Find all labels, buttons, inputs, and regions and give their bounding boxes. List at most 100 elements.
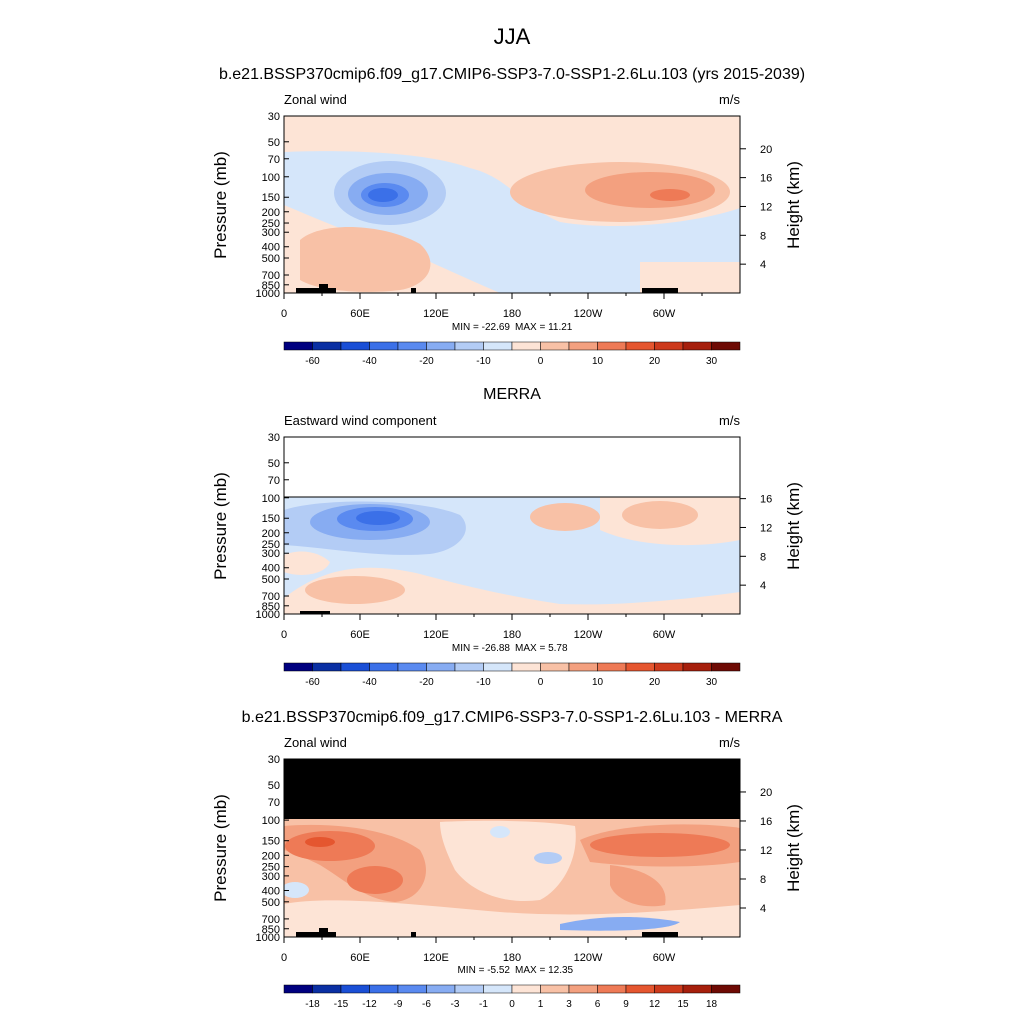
- colorbar-box: [454, 984, 484, 994]
- y-tick-label: 400: [262, 563, 280, 575]
- y-tick-label: 30: [268, 754, 280, 766]
- colorbar-label: 0: [509, 999, 515, 1010]
- min-stat: MIN = -22.69: [452, 322, 511, 333]
- colorbar-box: [397, 662, 427, 672]
- colorbar-box: [426, 984, 456, 994]
- land-mask: [296, 928, 678, 937]
- x-tick-label: 120E: [423, 629, 449, 641]
- easterly-min: [356, 511, 400, 525]
- y2-tick-label: 16: [760, 816, 772, 828]
- y-tick-label: 500: [262, 574, 280, 586]
- y-tick-label: 700: [262, 591, 280, 603]
- eastward-shading: [300, 226, 431, 292]
- colorbar-label: 12: [649, 999, 661, 1010]
- colorbar-box: [454, 341, 484, 351]
- variable-label: Zonal wind: [284, 735, 347, 750]
- bottom-axis: 0 60E 120E 180 120W 60W: [281, 937, 703, 964]
- missing-data-mask: [284, 759, 740, 819]
- westerly-max: [650, 189, 690, 201]
- bottom-axis: 0 60E 120E 180 120W 60W: [281, 293, 703, 320]
- colorbar-label: 0: [538, 677, 544, 688]
- max-stat: MAX = 5.78: [515, 643, 568, 654]
- land-mask: [296, 284, 678, 293]
- min-stat: MIN = -5.52: [457, 965, 510, 976]
- colorbar-box: [483, 341, 513, 351]
- x-tick-label: 60W: [653, 308, 676, 320]
- colorbar-box: [568, 341, 598, 351]
- colorbar-box: [483, 662, 513, 672]
- westerly-contour: [622, 501, 698, 529]
- y-tick-label: 200: [262, 207, 280, 219]
- x-tick-label: 120W: [574, 308, 603, 320]
- colorbar-label: 18: [706, 999, 718, 1010]
- colorbar-label: -10: [476, 356, 491, 367]
- colorbar-label: 3: [566, 999, 572, 1010]
- y-tick-label: 850: [262, 601, 280, 613]
- x-tick-label: 180: [503, 952, 521, 964]
- weak-difference: [440, 820, 576, 901]
- land-mask: [300, 611, 330, 614]
- westerly-shading: [284, 551, 330, 575]
- y2-tick-label: 4: [760, 259, 766, 271]
- y-tick-label: 70: [268, 154, 280, 166]
- contour-field: [284, 116, 740, 293]
- panel-title: b.e21.BSSP370cmip6.f09_g17.CMIP6-SSP3-7.…: [242, 709, 783, 726]
- y2-axis-title: Height (km): [784, 804, 803, 892]
- colorbar-label: -15: [334, 999, 349, 1010]
- y-tick-label: 150: [262, 192, 280, 204]
- colorbar-box: [511, 662, 541, 672]
- colorbar-box: [597, 662, 627, 672]
- colorbar: -18 -15 -12 -9 -6 -3 -1 0 1 3 6 9 12 15 18: [283, 984, 741, 1010]
- y-tick-label: 400: [262, 885, 280, 897]
- y-tick-label: 850: [262, 924, 280, 936]
- x-tick-label: 0: [281, 308, 287, 320]
- colorbar-box: [511, 341, 541, 351]
- colorbar-label: 9: [623, 999, 629, 1010]
- y2-tick-label: 12: [760, 201, 772, 213]
- y2-tick-label: 12: [760, 522, 772, 534]
- colorbar-box: [711, 341, 741, 351]
- y-tick-label: 100: [262, 815, 280, 827]
- y-tick-label: 30: [268, 432, 280, 444]
- colorbar-label: 10: [592, 677, 604, 688]
- colorbar-label: -60: [305, 677, 320, 688]
- panel-title: MERRA: [483, 386, 541, 403]
- colorbar-label: -20: [419, 356, 434, 367]
- colorbar-box: [283, 341, 313, 351]
- colorbar-box: [340, 341, 370, 351]
- colorbar-box: [654, 984, 684, 994]
- y-axis-title: Pressure (mb): [211, 151, 230, 259]
- colorbar-label: 20: [649, 356, 661, 367]
- colorbar-box: [568, 662, 598, 672]
- colorbar-label: -40: [362, 677, 377, 688]
- y2-axis-title: Height (km): [784, 161, 803, 249]
- negative-contour: [560, 916, 680, 931]
- y-tick-label: 400: [262, 242, 280, 254]
- y-tick-label: 200: [262, 528, 280, 540]
- bottom-axis: 0 60E 120E 180 120W 60W: [281, 614, 703, 641]
- colorbar-box: [625, 341, 655, 351]
- y-tick-label: 70: [268, 475, 280, 487]
- y-tick-label: 300: [262, 548, 280, 560]
- colorbar-box: [312, 984, 342, 994]
- colorbar-label: 6: [595, 999, 601, 1010]
- weak-westerly-band: [640, 262, 740, 293]
- panel-difference: b.e21.BSSP370cmip6.f09_g17.CMIP6-SSP3-7.…: [211, 709, 803, 1010]
- y-tick-label: 500: [262, 897, 280, 909]
- x-tick-label: 120W: [574, 629, 603, 641]
- westerly-contour: [585, 172, 715, 208]
- colorbar-box: [426, 662, 456, 672]
- colorbar-box: [682, 341, 712, 351]
- y-tick-label: 1000: [256, 932, 280, 944]
- positive-max: [305, 837, 335, 847]
- colorbar: -60 -40 -20 -10 0 10 20 30: [283, 341, 741, 367]
- right-axis: 20 16 12 8 4: [740, 787, 772, 915]
- y-tick-label: 100: [262, 172, 280, 184]
- y-tick-label: 50: [268, 780, 280, 792]
- colorbar-box: [369, 341, 399, 351]
- y-tick-label: 250: [262, 862, 280, 874]
- y2-tick-label: 8: [760, 551, 766, 563]
- colorbar-label: -40: [362, 356, 377, 367]
- units-label: m/s: [719, 92, 740, 107]
